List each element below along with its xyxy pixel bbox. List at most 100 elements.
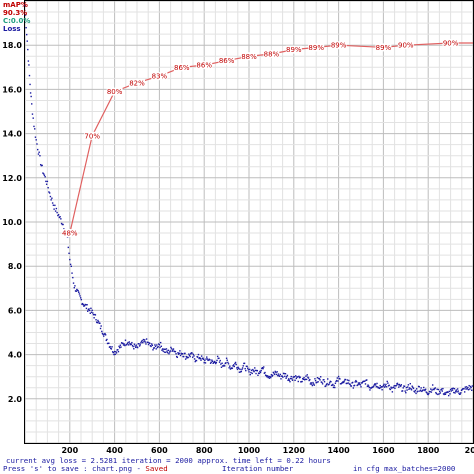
loss-point [253,370,255,373]
loss-point [72,276,74,279]
map-label-bg [218,56,235,65]
loss-point [468,384,470,387]
loss-point [69,263,72,266]
loss-point [367,385,370,387]
map-label-bg [173,63,190,72]
map-label-bg [84,131,101,140]
loss-point [193,358,196,360]
loss-point [256,369,259,372]
loss-point [170,348,173,350]
loss-point [204,359,206,362]
loss-point [451,387,453,390]
loss-point [57,214,60,216]
loss-point [135,346,137,349]
x-tick-label: 1600 [372,446,395,455]
loss-point [424,389,426,392]
loss-point [35,139,37,141]
loss-point [405,386,408,389]
loss-point [440,388,443,390]
loss-point [211,360,214,363]
loss-point [142,338,145,341]
loss-point [225,362,227,364]
loss-point [457,390,459,392]
loss-point [238,367,240,370]
loss-point [42,173,45,175]
loss-point [219,359,221,362]
loss-point [305,378,308,381]
loss-point [303,376,305,379]
loss-point [25,33,28,36]
y-tick-label: 8.0 [8,262,23,271]
loss-point [94,314,97,316]
loss-point [426,392,428,394]
loss-point [437,393,439,396]
loss-point [80,298,83,301]
loss-point [227,363,230,365]
loss-point [465,388,467,390]
loss-point [119,344,122,346]
loss-point [459,393,461,395]
loss-point [216,355,219,358]
loss-point [374,383,376,385]
loss-point [410,389,413,391]
loss-point [359,382,361,384]
loss-point [316,377,319,379]
loss-point [369,389,371,391]
loss-point [331,384,333,386]
loss-point [43,174,46,176]
y-tick-label: 10.0 [2,218,22,227]
loss-point [289,380,291,383]
legend-c-value: C:0.0% [3,17,31,25]
loss-point [163,348,165,350]
loss-point [364,380,366,382]
loss-point [25,26,27,29]
loss-point [142,341,144,344]
loss-point [311,383,313,385]
loss-point [114,353,116,356]
loss-point [262,367,264,370]
loss-point [204,362,207,364]
map-label-bg [308,43,325,52]
loss-point [273,373,276,376]
loss-point [277,374,279,377]
loss-point [162,350,164,352]
loss-point [171,350,173,352]
loss-point [101,330,103,333]
loss-point [134,345,136,347]
loss-point [433,387,436,390]
loss-point [309,378,311,381]
loss-point [26,40,28,42]
loss-point [97,321,100,323]
loss-point [115,351,117,353]
loss-point [160,345,163,348]
loss-point [156,346,159,349]
loss-point [418,386,420,388]
loss-point [246,365,248,368]
loss-point [453,388,456,390]
loss-point [55,207,58,210]
loss-point [312,383,315,385]
loss-point [48,192,51,194]
loss-point [296,376,299,378]
loss-point [49,195,52,198]
loss-point [32,117,34,119]
loss-point [143,340,145,343]
loss-point [170,346,172,349]
map-label-bg [330,41,347,50]
loss-point [456,388,459,390]
loss-point [52,204,55,206]
loss-point [130,343,132,345]
loss-point [248,368,251,371]
loss-point [419,390,421,392]
loss-point [111,351,114,353]
status-line: current avg loss = 2.5281 iteration = 20… [6,456,331,465]
loss-point [132,345,134,348]
loss-point [373,385,375,387]
loss-point [108,342,110,345]
loss-point [306,374,308,376]
loss-point [435,393,438,395]
loss-point [310,382,312,384]
loss-point [289,377,292,380]
loss-point [316,381,318,384]
loss-point [51,197,53,199]
